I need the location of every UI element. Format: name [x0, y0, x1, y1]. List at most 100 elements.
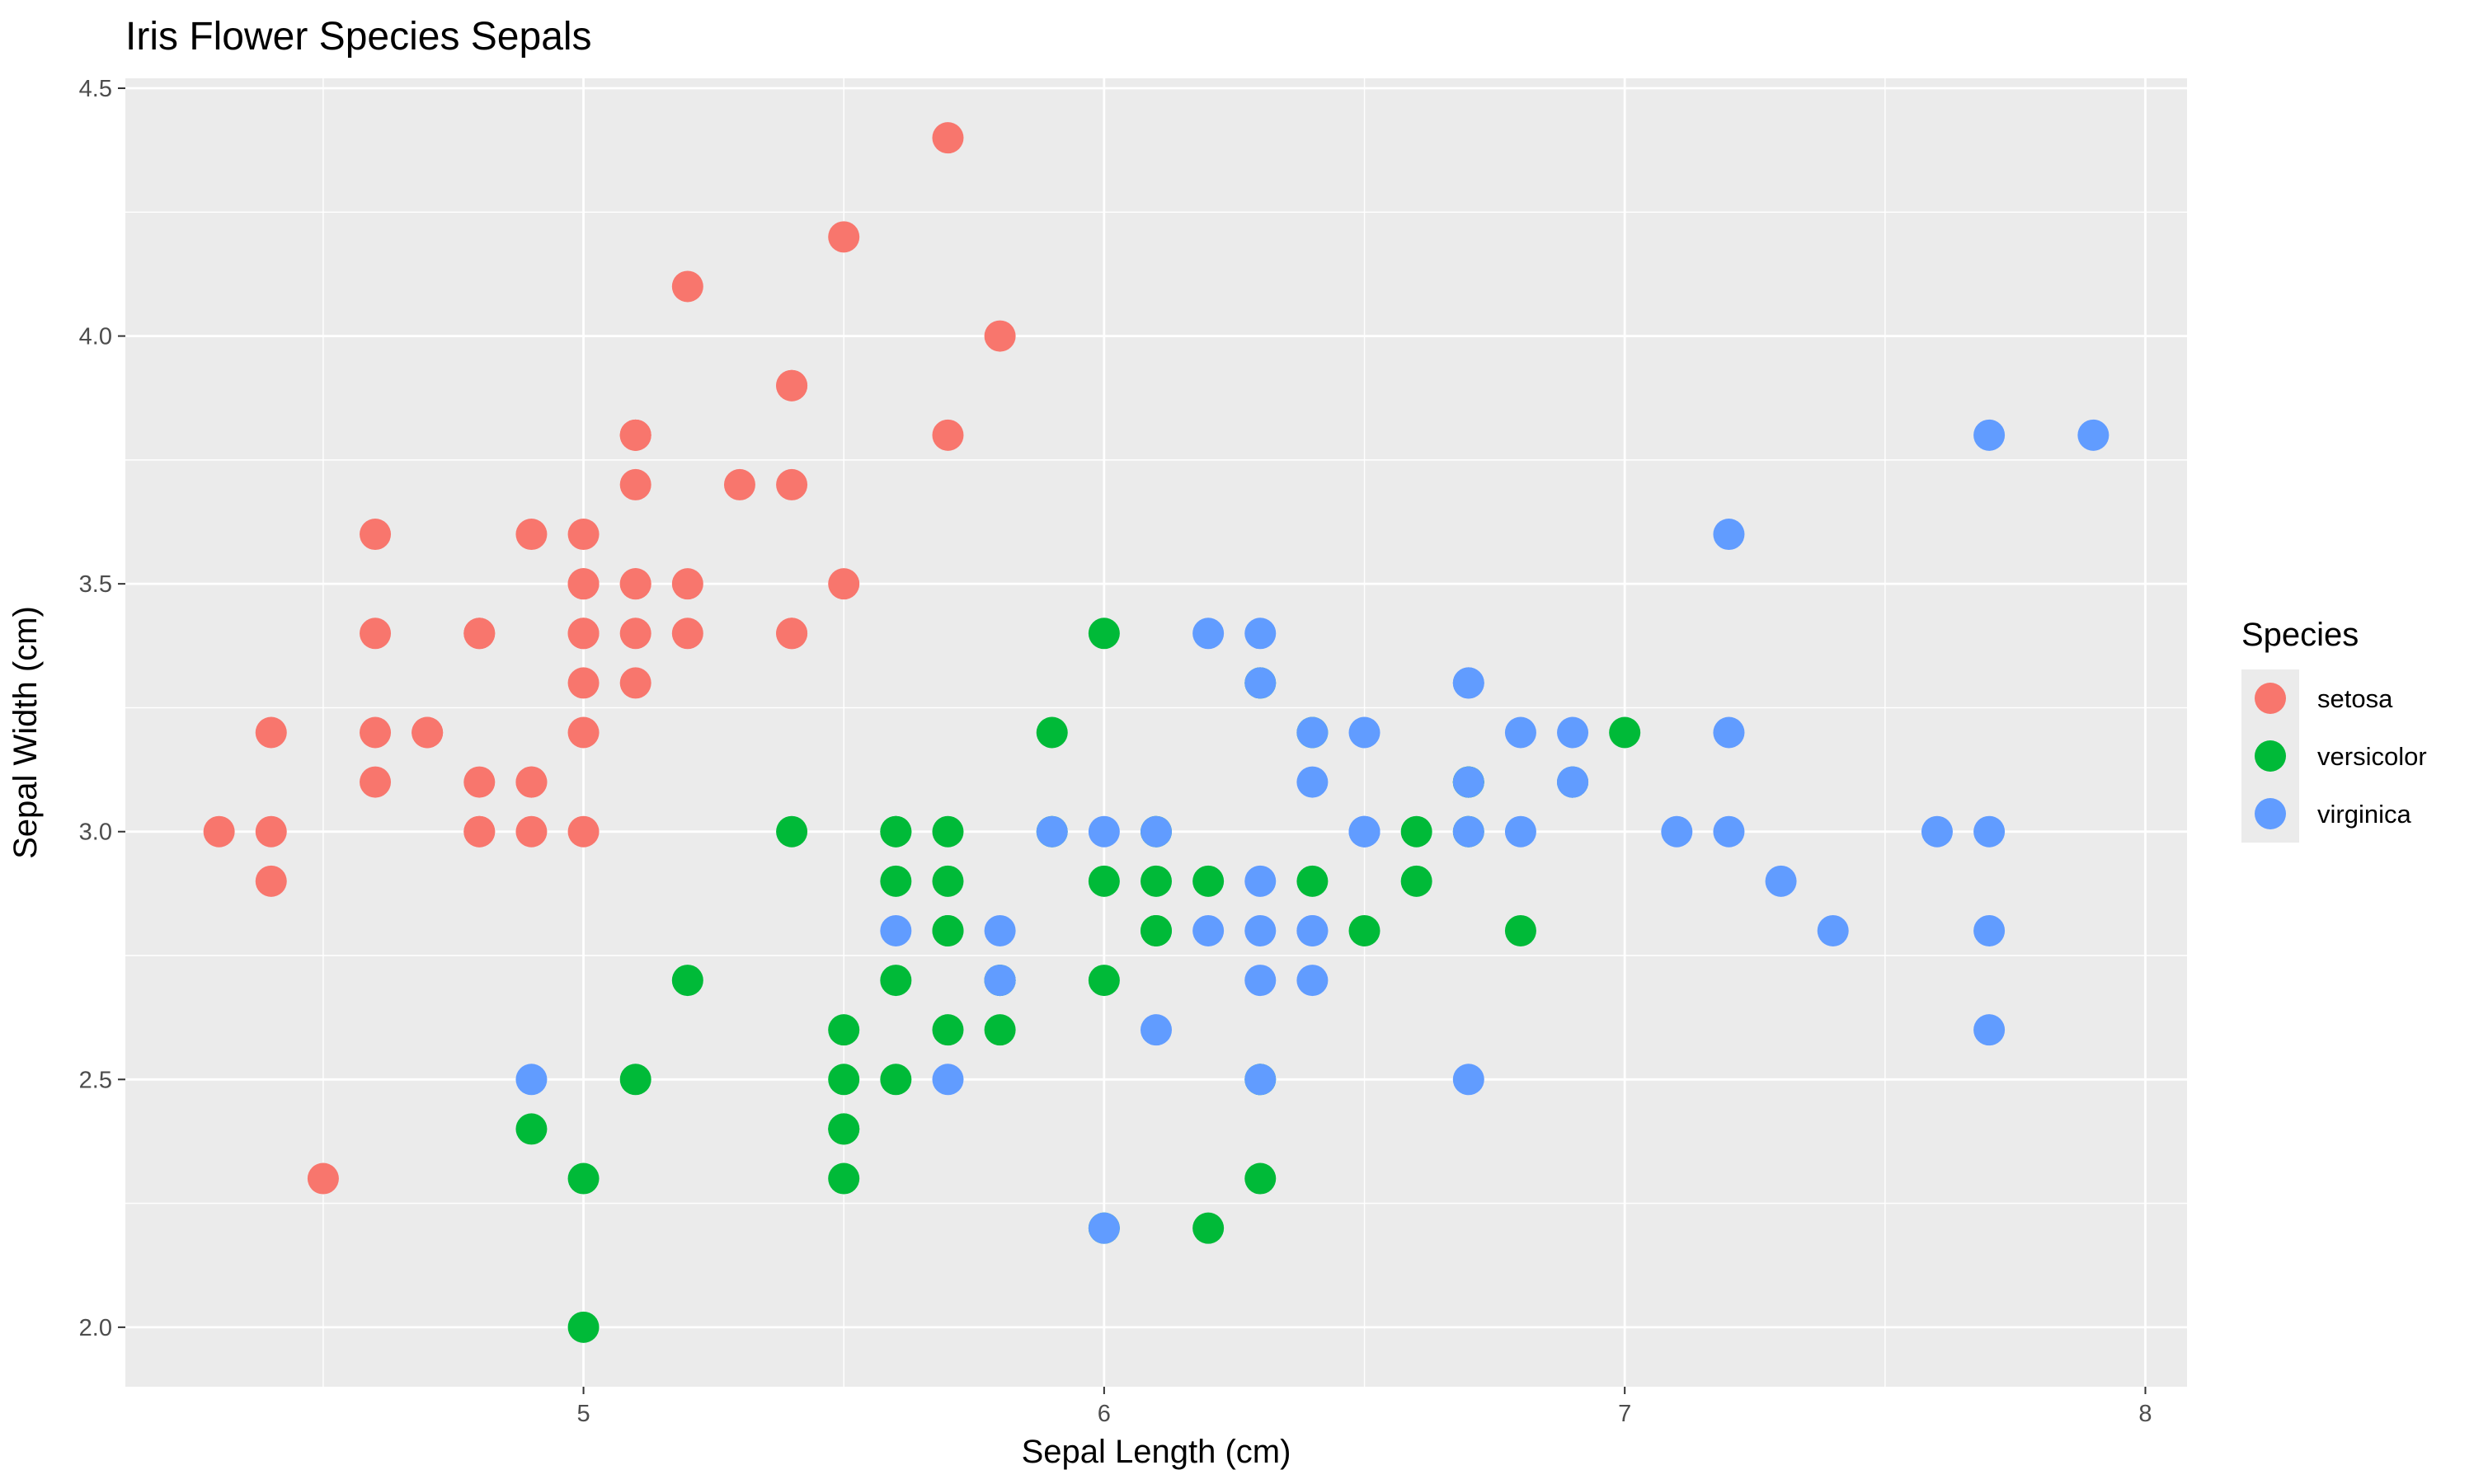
data-point	[307, 1162, 339, 1195]
series-virginica	[515, 419, 2109, 1244]
data-point	[1244, 914, 1277, 946]
data-point	[1088, 618, 1120, 650]
y-tick-label: 2.0	[79, 1315, 112, 1341]
y-tick-label: 3.0	[79, 819, 112, 846]
legend-item-virginica: virginica	[2241, 785, 2411, 843]
legend-label: virginica	[2317, 800, 2411, 829]
data-point	[1452, 667, 1484, 699]
data-point	[1141, 914, 1172, 946]
data-point	[255, 865, 287, 897]
data-point	[1973, 914, 2006, 946]
data-point	[515, 1113, 548, 1145]
data-point	[1244, 667, 1277, 699]
data-point	[1141, 865, 1172, 897]
data-points	[203, 122, 2109, 1343]
data-point	[463, 766, 496, 798]
data-point	[1504, 815, 1536, 848]
data-point	[828, 1162, 860, 1195]
data-point	[1817, 914, 1849, 946]
data-point	[567, 519, 600, 551]
data-point	[828, 1014, 860, 1046]
data-point	[1504, 914, 1536, 946]
data-point	[932, 815, 964, 848]
data-point	[932, 865, 964, 897]
data-point	[1088, 865, 1120, 897]
data-point	[1296, 865, 1329, 897]
data-point	[932, 1064, 964, 1096]
axis-ticks: 5 6 7 8 2.0 2.5 3.0 3.5 4.0 4.5	[79, 76, 2152, 1427]
data-point	[1244, 1064, 1277, 1096]
data-point	[567, 568, 600, 600]
data-point	[515, 766, 548, 798]
data-point	[828, 1113, 860, 1145]
data-point	[984, 320, 1016, 352]
y-tick-label: 4.0	[79, 324, 112, 350]
x-tick-label: 6	[1098, 1401, 1111, 1427]
data-point	[1452, 1064, 1484, 1096]
data-point	[1141, 1014, 1172, 1046]
legend-items: setosa versicolor virginica	[2241, 669, 2427, 843]
data-point	[1921, 815, 1953, 848]
legend-key-setosa	[2255, 683, 2286, 714]
data-point	[255, 716, 287, 749]
data-point	[776, 618, 808, 650]
data-point	[1609, 716, 1641, 749]
data-point	[723, 468, 755, 500]
data-point	[360, 716, 392, 749]
data-point	[776, 468, 808, 500]
legend-label: versicolor	[2317, 742, 2427, 771]
x-tick-label: 7	[1618, 1401, 1631, 1427]
data-point	[1713, 519, 1745, 551]
data-point	[1973, 419, 2006, 451]
data-point	[515, 519, 548, 551]
y-tick-label: 3.5	[79, 571, 112, 598]
data-point	[671, 965, 703, 997]
legend-title: Species	[2241, 617, 2359, 653]
data-point	[619, 1064, 651, 1096]
data-point	[619, 618, 651, 650]
data-point	[932, 419, 964, 451]
data-point	[619, 468, 651, 500]
data-point	[1661, 815, 1693, 848]
data-point	[880, 1064, 912, 1096]
series-setosa	[203, 122, 1016, 1195]
data-point	[932, 122, 964, 154]
plot-panel	[125, 78, 2187, 1387]
data-point	[567, 667, 600, 699]
data-point	[776, 815, 808, 848]
data-point	[515, 1064, 548, 1096]
data-point	[1765, 865, 1797, 897]
legend-item-setosa: setosa	[2241, 669, 2393, 727]
data-point	[1192, 618, 1225, 650]
data-point	[1296, 766, 1329, 798]
data-point	[932, 1014, 964, 1046]
x-tick-label: 5	[576, 1401, 590, 1427]
data-point	[1400, 815, 1432, 848]
x-axis-title: Sepal Length (cm)	[1022, 1434, 1291, 1470]
data-point	[1244, 965, 1277, 997]
data-point	[619, 667, 651, 699]
legend-key-versicolor	[2255, 740, 2286, 772]
data-point	[619, 568, 651, 600]
data-point	[203, 815, 235, 848]
data-point	[1348, 716, 1380, 749]
legend-label: setosa	[2317, 684, 2393, 713]
data-point	[515, 815, 548, 848]
data-point	[1036, 815, 1068, 848]
data-point	[1296, 716, 1329, 749]
x-tick-label: 8	[2138, 1401, 2152, 1427]
data-point	[984, 914, 1016, 946]
data-point	[880, 865, 912, 897]
data-point	[984, 1014, 1016, 1046]
data-point	[567, 716, 600, 749]
data-point	[463, 618, 496, 650]
data-point	[1296, 965, 1329, 997]
data-point	[567, 1162, 600, 1195]
data-point	[1244, 865, 1277, 897]
data-point	[463, 815, 496, 848]
data-point	[1557, 766, 1589, 798]
data-point	[2077, 419, 2109, 451]
data-point	[1452, 766, 1484, 798]
data-point	[412, 716, 444, 749]
y-tick-label: 4.5	[79, 76, 112, 102]
